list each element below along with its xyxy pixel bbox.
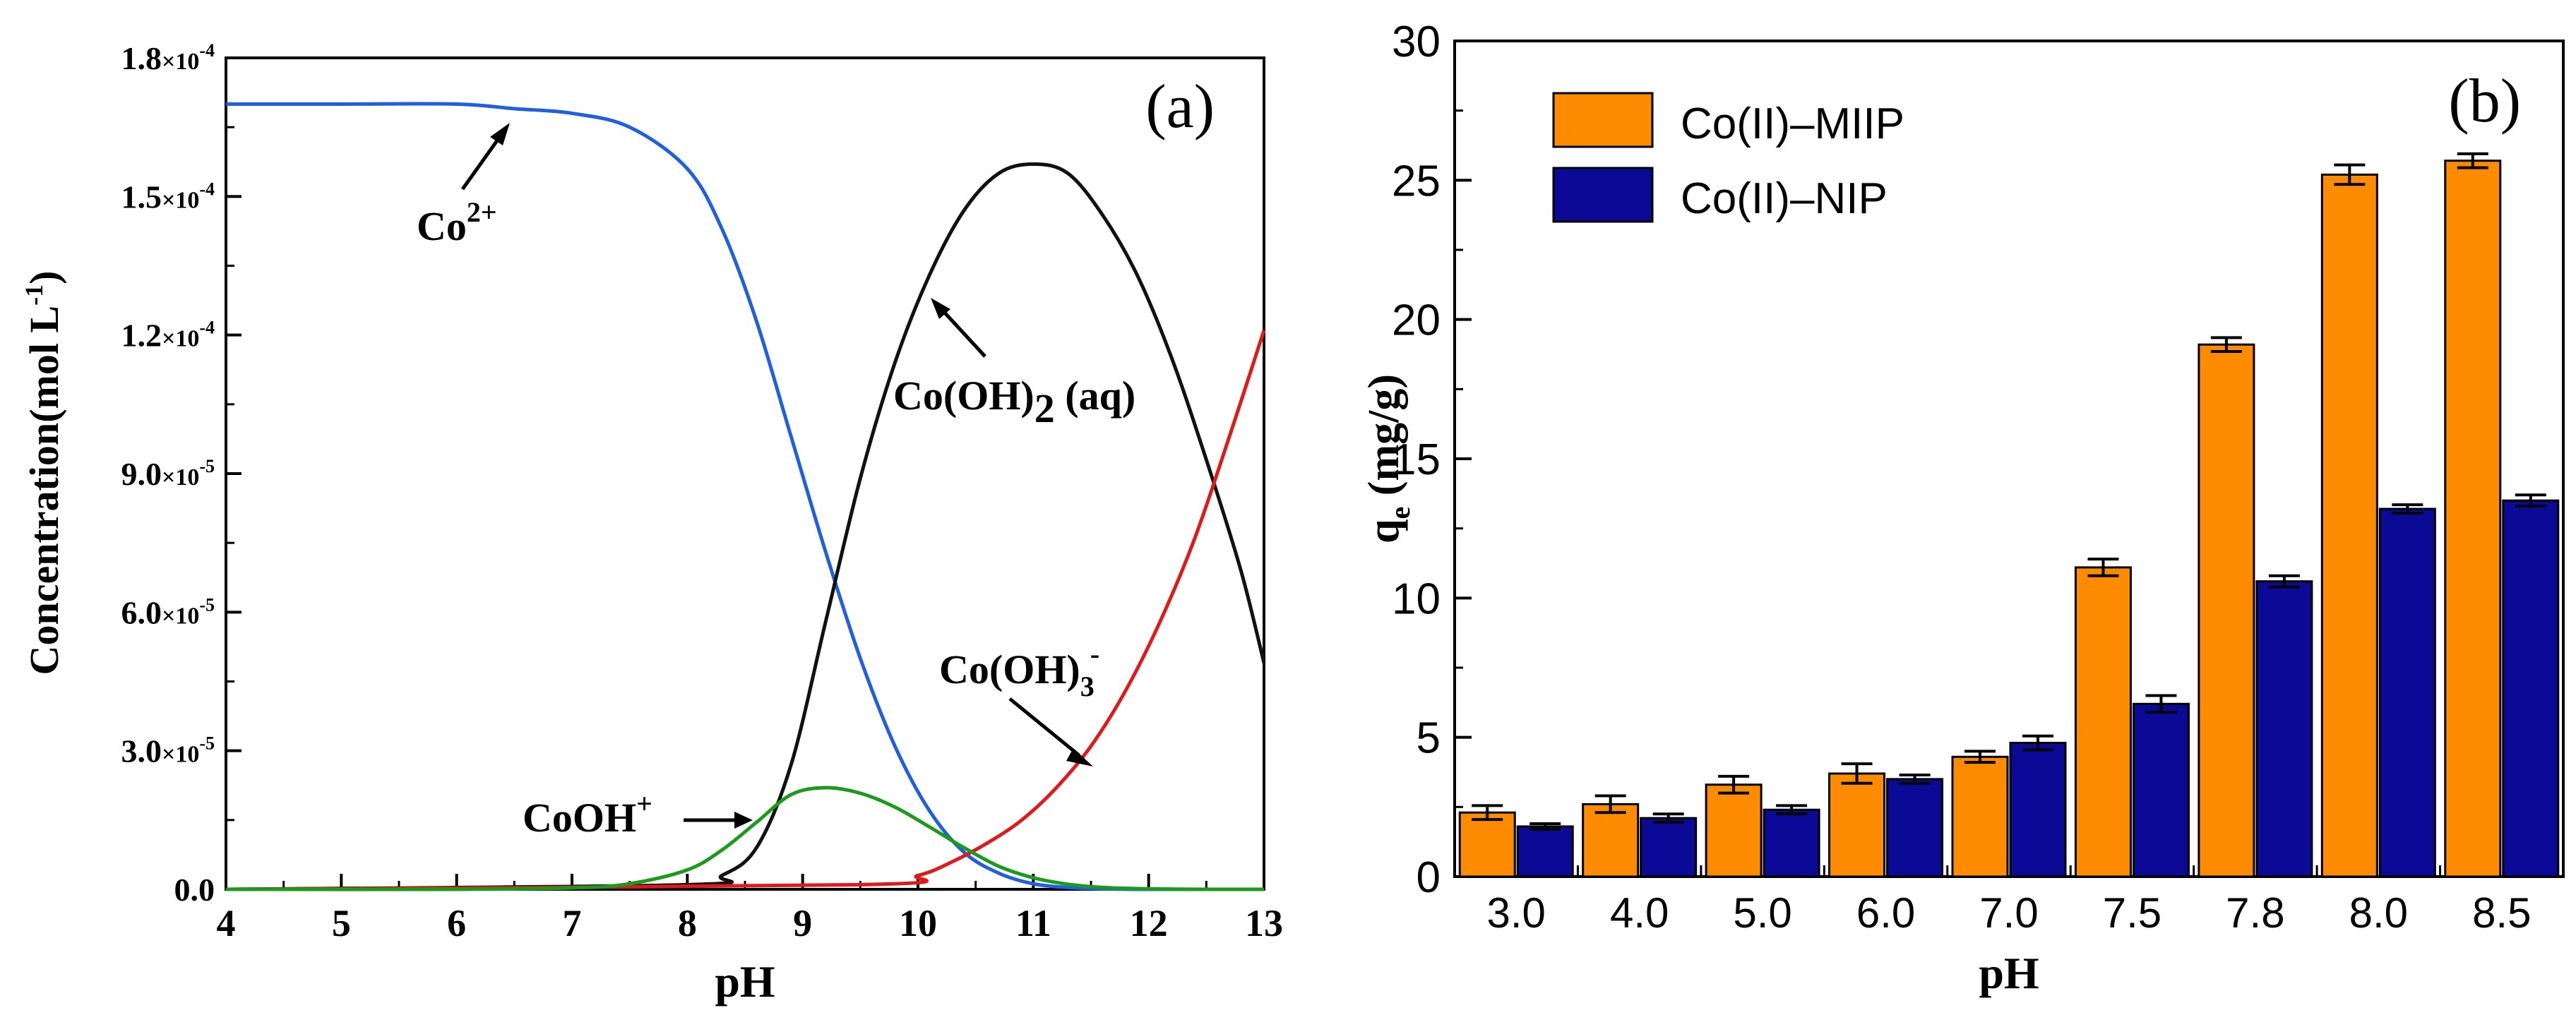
annotation-arrow [460, 131, 505, 191]
panel-a-y-axis-label: Concentration(mol L-1) [20, 271, 67, 675]
bar-nip [1763, 808, 1820, 878]
panel-b-x-axis-label: pH [1979, 948, 2039, 998]
y-tick-label: 1.2×10-4 [121, 318, 215, 354]
bar-nip [1640, 817, 1698, 878]
panel-b-bar-chart: 3.0 4.0 5.0 6.0 7.0 7.5 7.8 8.0 8.5 0 5 10 15 20 25 30… [1360, 18, 2565, 998]
series-line-co-oh-3- [225, 330, 1266, 891]
annotation-cooh-plus: CoOH+ [523, 788, 753, 841]
bar-nip [2132, 702, 2190, 878]
legend-swatch-nip [1552, 167, 1654, 223]
y-tick-label: 1.8×10-4 [121, 40, 215, 76]
panel-b-y-axis-label: qe (mg/g) [1360, 374, 1416, 543]
y-tick-label: 3.0×10-5 [121, 733, 215, 769]
panel-b-bars [1458, 152, 2560, 878]
panel-a-line-chart: 4 5 6 7 8 9 10 11 12 13 0.0 3.0×10-5 6.0×10-5 9.0×10… [20, 40, 1283, 1006]
svg-text:Co(OH)3-: Co(OH)3- [939, 638, 1099, 702]
x-tick-label: 5.0 [1733, 889, 1791, 937]
legend-swatch-miip [1552, 92, 1654, 148]
y-tick-label: 30 [1392, 18, 1441, 66]
panel-b-x-tick-labels: 3.0 4.0 5.0 6.0 7.0 7.5 7.8 8.0 8.5 [1487, 889, 2532, 937]
x-tick-label: 5 [332, 902, 351, 944]
y-tick-label: 10 [1392, 575, 1441, 623]
arrowhead-icon [734, 812, 753, 829]
x-tick-label: 6.0 [1856, 889, 1915, 937]
series-line-cooh- [225, 786, 1265, 891]
x-tick-label: 4 [217, 902, 236, 944]
bar-miip [1458, 811, 1516, 878]
y-tick-label: 0.0 [174, 872, 215, 908]
bar-nip [2009, 742, 2067, 878]
bar-miip [1828, 772, 1886, 878]
annotation-co-oh-3: Co(OH)3- [939, 638, 1099, 766]
series-line-co-oh-2-aq- [225, 162, 1266, 891]
panel-b-y-tick-labels: 0 5 10 15 20 25 30 [1392, 18, 1441, 902]
bar-nip [2378, 507, 2436, 878]
annotation-co2plus: Co2+ [417, 123, 510, 249]
x-tick-label: 6 [447, 902, 466, 944]
arrowhead-icon [490, 123, 510, 145]
y-tick-label: 1.5×10-4 [121, 179, 215, 215]
panel-a-plot-frame [225, 56, 1265, 891]
arrowhead-icon [1066, 748, 1093, 766]
x-tick-label: 3.0 [1487, 889, 1546, 937]
svg-text:Co(OH)2 (aq): Co(OH)2 (aq) [893, 373, 1135, 431]
bar-miip [2320, 173, 2378, 878]
bar-nip [1516, 825, 1574, 878]
bar-miip [2444, 160, 2502, 878]
y-tick-label: 9.0×10-5 [121, 456, 215, 492]
svg-text:CoOH+: CoOH+ [523, 788, 652, 841]
x-tick-label: 7 [563, 902, 582, 944]
x-tick-label: 11 [1015, 902, 1051, 944]
x-tick-label: 13 [1245, 902, 1283, 944]
svg-text:Co2+: Co2+ [417, 196, 497, 249]
x-tick-label: 8 [678, 902, 697, 944]
annotation-arrow [1008, 697, 1080, 757]
panel-a-axis-ticks [225, 56, 1265, 891]
y-tick-label: 0 [1417, 853, 1441, 902]
bar-nip [1886, 778, 1944, 878]
bar-miip [1951, 755, 2009, 878]
y-tick-label: 15 [1392, 435, 1441, 484]
x-tick-label: 7.0 [1979, 889, 2038, 937]
x-tick-label: 7.5 [2103, 889, 2161, 937]
y-tick-label: 5 [1417, 714, 1441, 763]
legend-label-miip: Co(II)–MIIP [1681, 100, 1904, 148]
panel-a-series [225, 102, 1266, 891]
x-tick-label: 12 [1130, 902, 1168, 944]
y-tick-label: 25 [1392, 157, 1441, 205]
y-tick-label: 20 [1392, 296, 1441, 345]
x-tick-label: 7.8 [2226, 889, 2284, 937]
panel-a-label: (a) [1145, 73, 1215, 141]
arrowhead-icon [931, 298, 950, 319]
panel-b-legend: Co(II)–MIIP Co(II)–NIP [1552, 92, 1904, 223]
panel-a-x-axis-label: pH [715, 956, 775, 1006]
panel-b-label: (b) [2448, 67, 2521, 136]
panel-a-y-tick-labels: 0.0 3.0×10-5 6.0×10-5 9.0×10-5 1.2×10-4 1.5×1… [121, 40, 215, 908]
x-tick-label: 4.0 [1610, 889, 1669, 937]
annotation-arrow [941, 309, 986, 358]
x-tick-label: 8.5 [2472, 889, 2531, 937]
bar-miip [1705, 783, 1763, 878]
bar-miip [1582, 802, 1640, 878]
series-line-co2- [226, 102, 1265, 891]
panel-a-x-tick-labels: 4 5 6 7 8 9 10 11 12 13 [217, 902, 1284, 944]
legend-label-nip: Co(II)–NIP [1681, 174, 1888, 223]
x-tick-label: 8.0 [2349, 889, 2408, 937]
bar-miip [2074, 566, 2132, 878]
annotation-co-oh-2: Co(OH)2 (aq) [893, 298, 1135, 431]
x-tick-label: 9 [793, 902, 812, 944]
bar-miip [2198, 343, 2255, 878]
y-tick-label: 6.0×10-5 [121, 594, 215, 630]
bar-nip [2502, 499, 2560, 878]
x-tick-label: 10 [899, 902, 937, 944]
bar-nip [2255, 580, 2313, 878]
